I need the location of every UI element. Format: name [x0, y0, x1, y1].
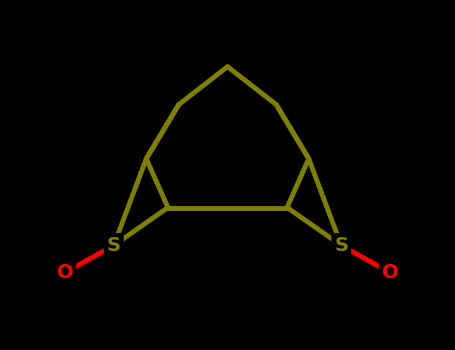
Text: S: S	[107, 236, 121, 255]
Text: S: S	[334, 236, 348, 255]
Text: O: O	[57, 263, 73, 282]
Text: O: O	[382, 263, 398, 282]
